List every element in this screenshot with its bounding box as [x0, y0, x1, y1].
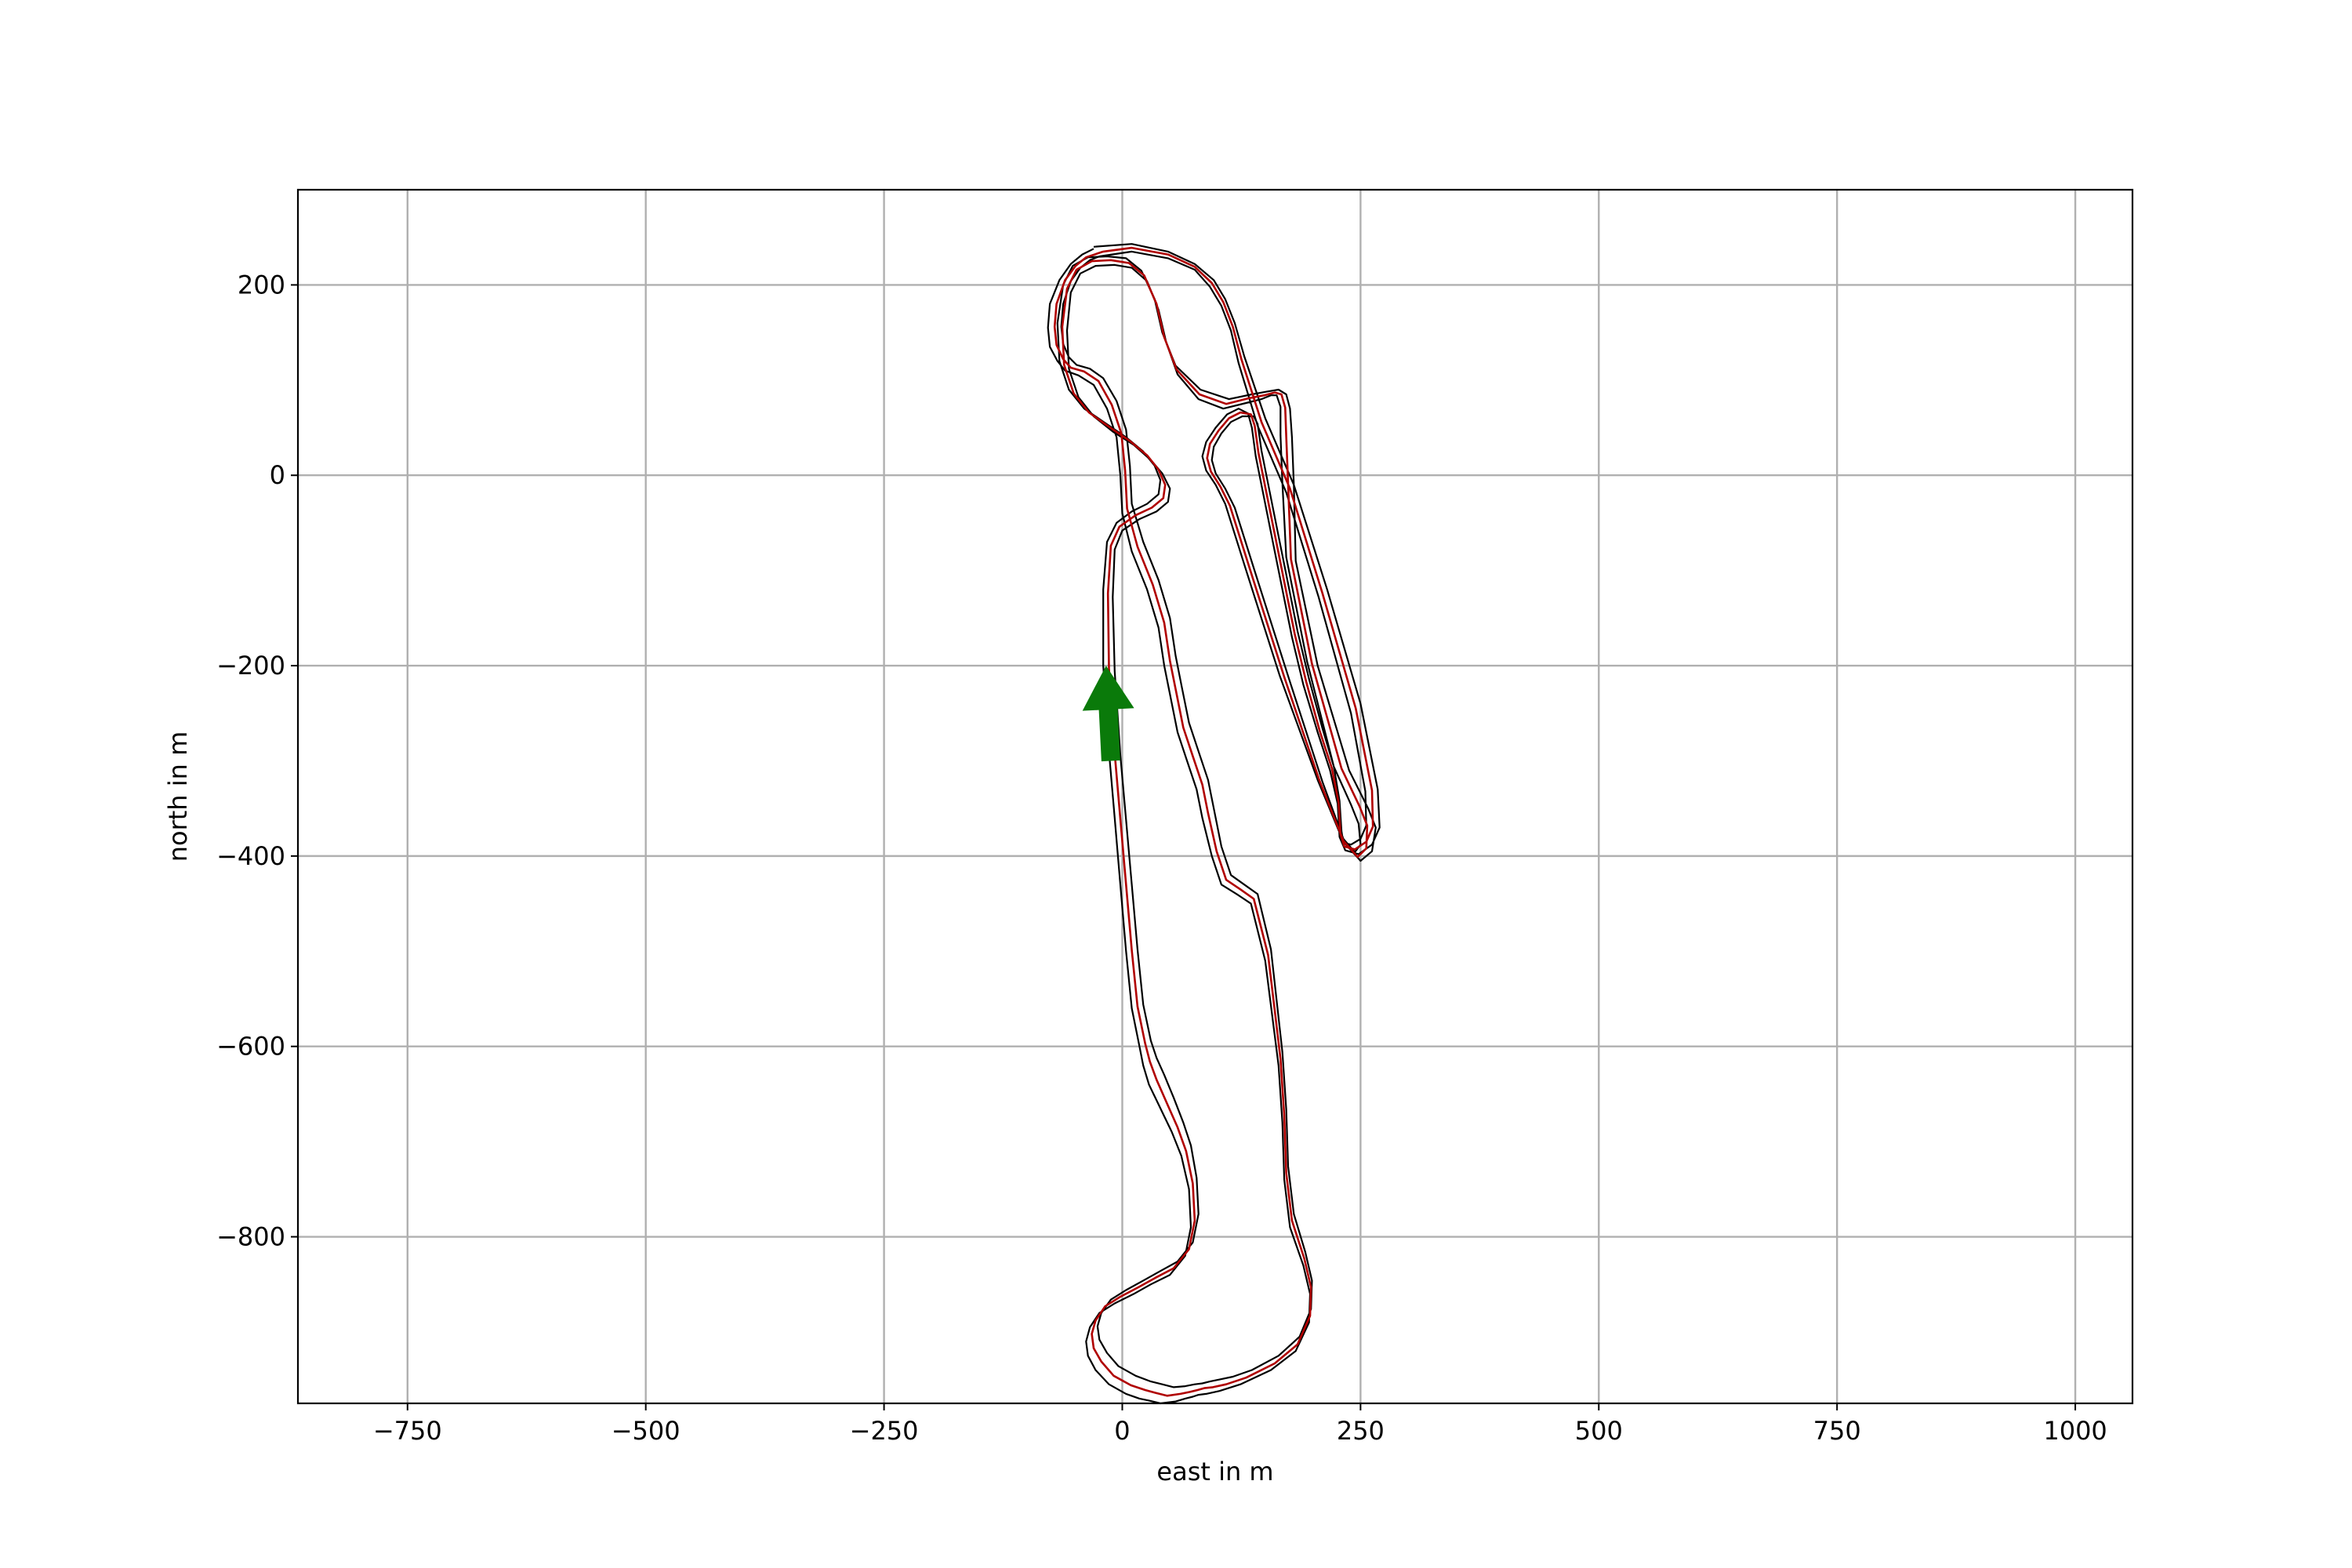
inner-border [1060, 250, 1367, 1388]
x-tick-label: −250 [850, 1416, 919, 1446]
outer-border [1047, 243, 1381, 1405]
y-axis-label: north in m [163, 731, 193, 862]
x-tick-label: 750 [1813, 1416, 1861, 1446]
start-arrow-shape [1082, 666, 1134, 762]
x-tick-label: −500 [612, 1416, 681, 1446]
y-tick-label: −600 [216, 1032, 285, 1062]
y-tick-label: 0 [270, 460, 285, 490]
plot-frame [296, 188, 2134, 1405]
y-tick-label: −400 [216, 841, 285, 871]
race-line [1053, 246, 1374, 1397]
x-tick-label: 0 [1114, 1416, 1130, 1446]
y-tick-label: −800 [216, 1222, 285, 1252]
x-tick-label: 1000 [2043, 1416, 2107, 1446]
x-tick-label: −750 [373, 1416, 442, 1446]
y-tick-label: 200 [238, 270, 285, 299]
grid [298, 190, 2132, 1403]
track-layer [1047, 243, 1381, 1405]
start-arrow [1082, 666, 1134, 762]
x-ticks: −750 −500 −250 0 250 500 750 1000 [373, 1403, 2107, 1446]
x-tick-label: 500 [1575, 1416, 1623, 1446]
y-tick-label: −200 [216, 651, 285, 681]
x-tick-label: 250 [1337, 1416, 1385, 1446]
x-axis-label: east in m [1156, 1457, 1273, 1486]
y-ticks: −800 −600 −400 −200 0 200 [216, 270, 298, 1252]
